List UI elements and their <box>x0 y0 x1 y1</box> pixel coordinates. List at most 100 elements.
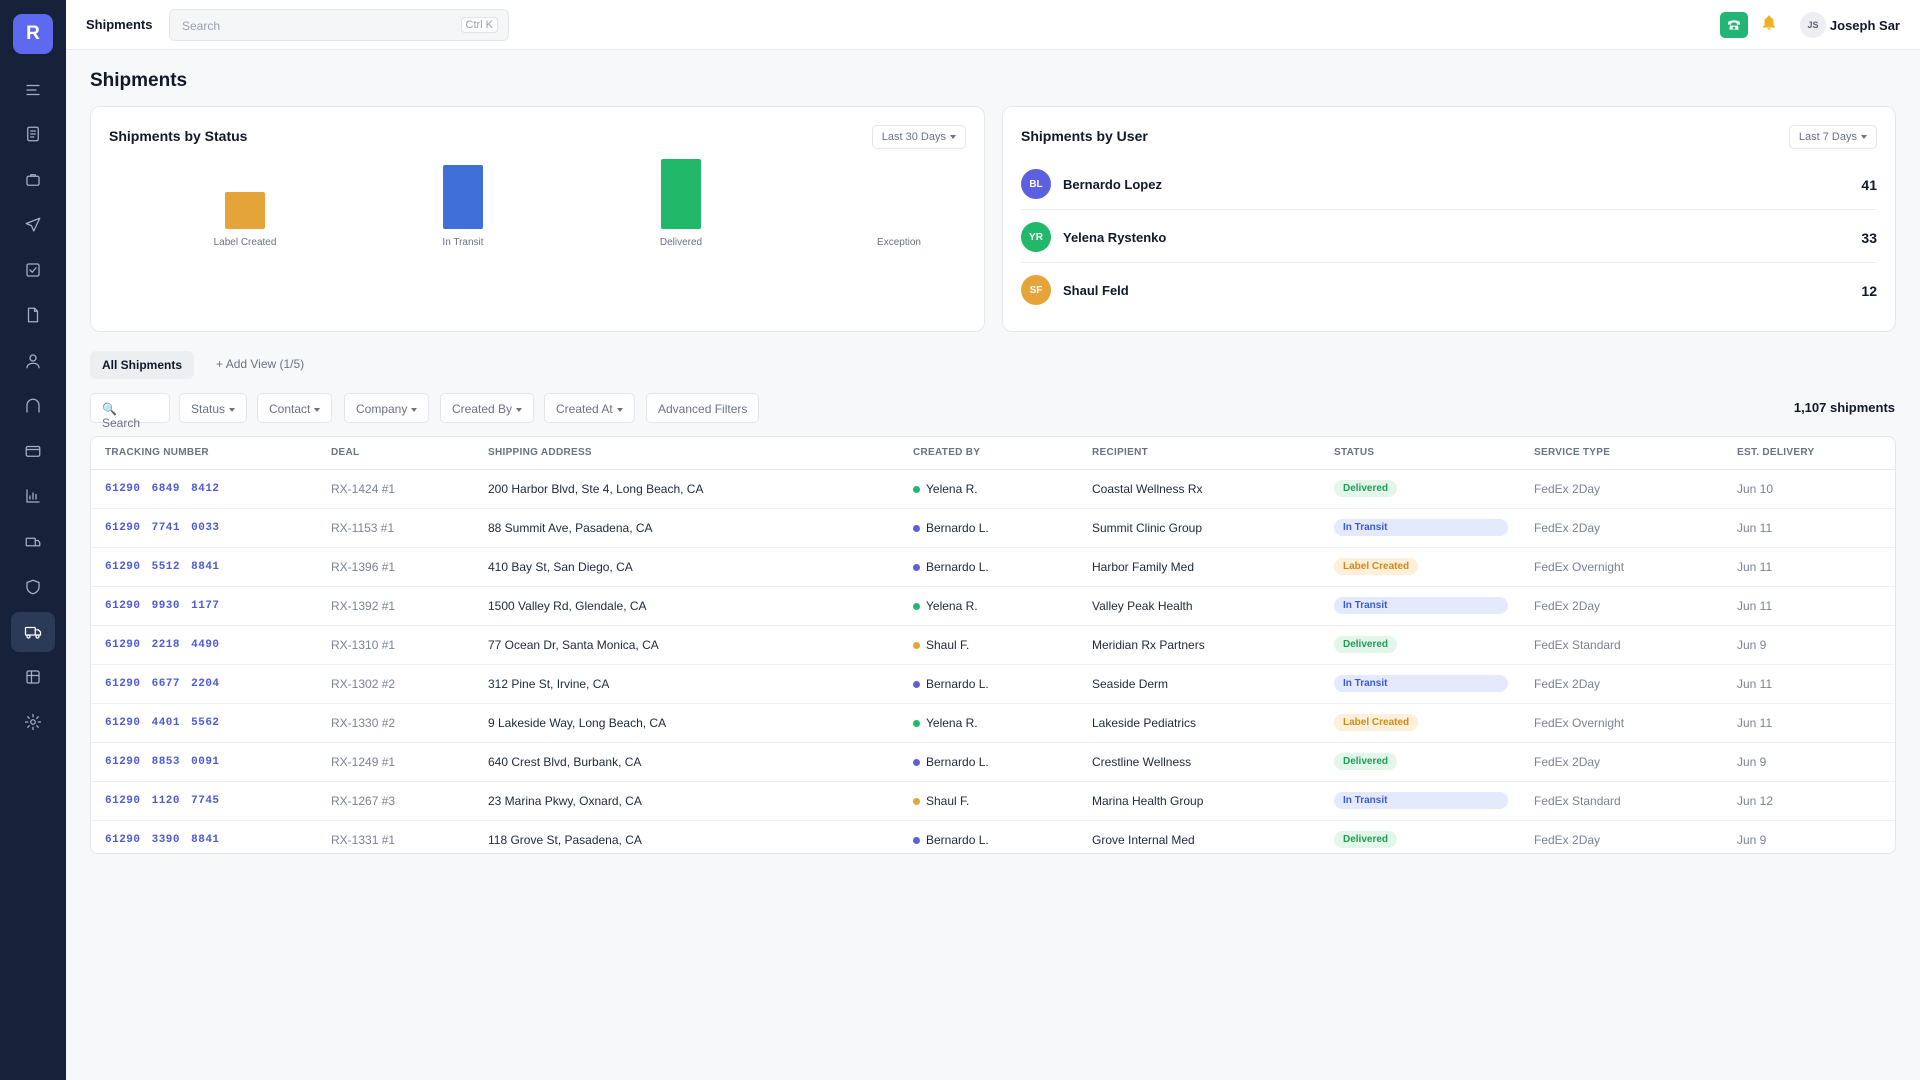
column-header-created-by[interactable]: CREATED BY <box>899 437 1078 470</box>
bar-label: Delivered <box>659 237 703 248</box>
service-type-cell: FedEx Overnight <box>1520 547 1723 587</box>
status-cell: Label Created <box>1320 547 1520 587</box>
chevron-down-icon <box>950 135 956 140</box>
sidebar-item-document[interactable] <box>11 114 55 154</box>
sidebar-item-truck-box[interactable] <box>11 522 55 562</box>
user-range-label: Last 7 Days <box>1798 131 1857 143</box>
status-cell: Label Created <box>1320 703 1520 743</box>
user-row[interactable]: YR Yelena Rystenko 33 <box>1021 210 1877 263</box>
table-row[interactable]: 61290 6677 2204 RX-1302 #2 312 Pine St, Ir… <box>91 664 1895 704</box>
user-avatar[interactable]: JS <box>1800 12 1826 38</box>
created-at-filter[interactable]: Created At <box>544 393 635 423</box>
tracking-number-link[interactable]: 61290 4401 5562 <box>91 703 317 743</box>
sidebar-item-shield[interactable] <box>11 567 55 607</box>
est-delivery-cell: Jun 9 <box>1737 832 1767 847</box>
user-row-name: Yelena Rystenko <box>1063 230 1167 245</box>
column-header-tracking-number[interactable]: TRACKING NUMBER <box>91 437 317 470</box>
notifications-bell-icon[interactable] <box>1760 14 1780 34</box>
creator-name: Bernardo L. <box>926 832 989 847</box>
table-row[interactable]: 61290 1120 7745 RX-1267 #3 23 Marina Pkwy,… <box>91 781 1895 821</box>
bar-label: Label Created <box>213 237 277 248</box>
sidebar-item-table[interactable] <box>11 657 55 697</box>
tracking-number-link[interactable]: 61290 3390 8841 <box>105 833 220 846</box>
address-cell: 312 Pine St, Irvine, CA <box>474 664 899 704</box>
column-header-deal[interactable]: DEAL <box>317 437 474 470</box>
tracking-number-link[interactable]: 61290 2218 4490 <box>91 625 317 665</box>
created-by-cell: Yelena R. <box>899 703 1078 743</box>
tracking-number-link[interactable]: 61290 7741 0033 <box>91 508 317 548</box>
tracking-number-link[interactable]: 61290 5512 8841 <box>91 547 317 587</box>
bar-delivered[interactable] <box>661 159 701 229</box>
view-tab-all-shipments[interactable]: All Shipments <box>90 351 195 379</box>
user-row[interactable]: SF Shaul Feld 12 <box>1021 263 1877 316</box>
status-cell: In Transit <box>1320 781 1520 821</box>
column-header-est-delivery[interactable]: EST. DELIVERY <box>1723 437 1895 470</box>
column-header-shipping-address[interactable]: SHIPPING ADDRESS <box>474 437 899 470</box>
deal-cell: RX-1330 #2 <box>317 703 474 743</box>
tracking-number-link[interactable]: 61290 8853 0091 <box>91 742 317 782</box>
sidebar-item-chart[interactable] <box>11 476 55 516</box>
advanced-filters-button[interactable]: Advanced Filters <box>646 393 760 423</box>
column-header-status[interactable]: STATUS <box>1320 437 1520 470</box>
user-avatar: YR <box>1021 222 1051 252</box>
tracking-number-link[interactable]: 61290 6849 8412 <box>91 469 317 509</box>
table-row[interactable]: 61290 7741 0033 RX-1153 #1 88 Summit Ave, … <box>91 508 1895 548</box>
created-by-filter[interactable]: Created By <box>440 393 535 423</box>
app-logo[interactable]: R <box>13 14 53 54</box>
tracking-number-link[interactable]: 61290 9930 1177 <box>91 586 317 626</box>
sidebar-item-truck[interactable] <box>11 612 55 652</box>
table-row[interactable]: 61290 3390 8841 RX-1331 #1 118 Grove St, P… <box>91 820 1895 853</box>
global-search-input[interactable]: Search Ctrl K <box>169 9 509 41</box>
company-filter[interactable]: Company <box>344 393 430 423</box>
address-cell: 23 Marina Pkwy, Oxnard, CA <box>474 781 899 821</box>
tracking-number-link[interactable]: 61290 1120 7745 <box>91 781 317 821</box>
user-name[interactable]: Joseph Sar <box>1829 18 1900 33</box>
est-delivery-cell: Jun 12 <box>1723 781 1895 821</box>
user-row-count: 12 <box>1861 283 1877 299</box>
bar-label-created[interactable] <box>225 191 265 229</box>
table-row[interactable]: 61290 5512 8841 RX-1396 #1 410 Bay St, San… <box>91 547 1895 587</box>
creator-name: Yelena R. <box>926 715 978 730</box>
chevron-down-icon <box>411 407 418 412</box>
user-row[interactable]: BL Bernardo Lopez 41 <box>1021 157 1877 210</box>
briefcase-icon <box>26 174 40 186</box>
sidebar-item-user[interactable] <box>11 341 55 381</box>
status-filter-label: Status <box>191 402 226 416</box>
user-range-dropdown[interactable]: Last 7 Days <box>1788 125 1877 149</box>
chevron-down-icon <box>314 407 321 412</box>
table-row[interactable]: 61290 9930 1177 RX-1392 #1 1500 Valley Rd,… <box>91 586 1895 626</box>
sidebar-item-gear[interactable] <box>11 702 55 742</box>
table-row[interactable]: 61290 8853 0091 RX-1249 #1 640 Crest Blvd,… <box>91 742 1895 782</box>
table-row[interactable]: 61290 6849 8412 RX-1424 #1 200 Harbor Blvd… <box>91 469 1895 509</box>
search-shortcut: Ctrl K <box>460 17 498 33</box>
sidebar-item-arch[interactable] <box>11 386 55 426</box>
page-title: Shipments <box>90 70 188 91</box>
table-search-label: Search <box>102 416 141 430</box>
sidebar-item-file[interactable] <box>11 295 55 335</box>
recipient-cell: Grove Internal Med <box>1092 832 1195 847</box>
column-header-service-type[interactable]: SERVICE TYPE <box>1520 437 1723 470</box>
contact-filter[interactable]: Contact <box>257 393 333 423</box>
table-search-button[interactable]: 🔍 Search <box>90 393 170 430</box>
phone-button[interactable] <box>1720 12 1748 38</box>
sidebar-item-menu[interactable] <box>11 70 55 110</box>
created-by-cell: Shaul F. <box>899 781 1078 821</box>
table-row[interactable]: 61290 4401 5562 RX-1330 #2 9 Lakeside Way,… <box>91 703 1895 743</box>
user-avatar: BL <box>1021 169 1051 199</box>
sidebar-item-send[interactable] <box>11 205 55 245</box>
status-filter[interactable]: Status <box>179 393 248 423</box>
table-row[interactable]: 61290 2218 4490 RX-1310 #1 77 Ocean Dr, Sa… <box>91 625 1895 665</box>
add-view-button[interactable]: + Add View (1/5) <box>216 357 304 371</box>
bar-in-transit[interactable] <box>443 165 483 229</box>
sidebar-item-briefcase[interactable] <box>11 160 55 200</box>
status-range-dropdown[interactable]: Last 30 Days <box>871 125 966 149</box>
gear-icon <box>24 713 42 731</box>
status-cell: In Transit <box>1320 508 1520 548</box>
topbar-title: Shipments <box>86 17 153 32</box>
status-cell: In Transit <box>1320 586 1520 626</box>
sidebar-item-card[interactable] <box>11 431 55 471</box>
status-cell: In Transit <box>1320 664 1520 704</box>
tracking-number-link[interactable]: 61290 6677 2204 <box>91 664 317 704</box>
sidebar-item-checkbox[interactable] <box>11 250 55 290</box>
column-header-recipient[interactable]: RECIPIENT <box>1078 437 1320 470</box>
